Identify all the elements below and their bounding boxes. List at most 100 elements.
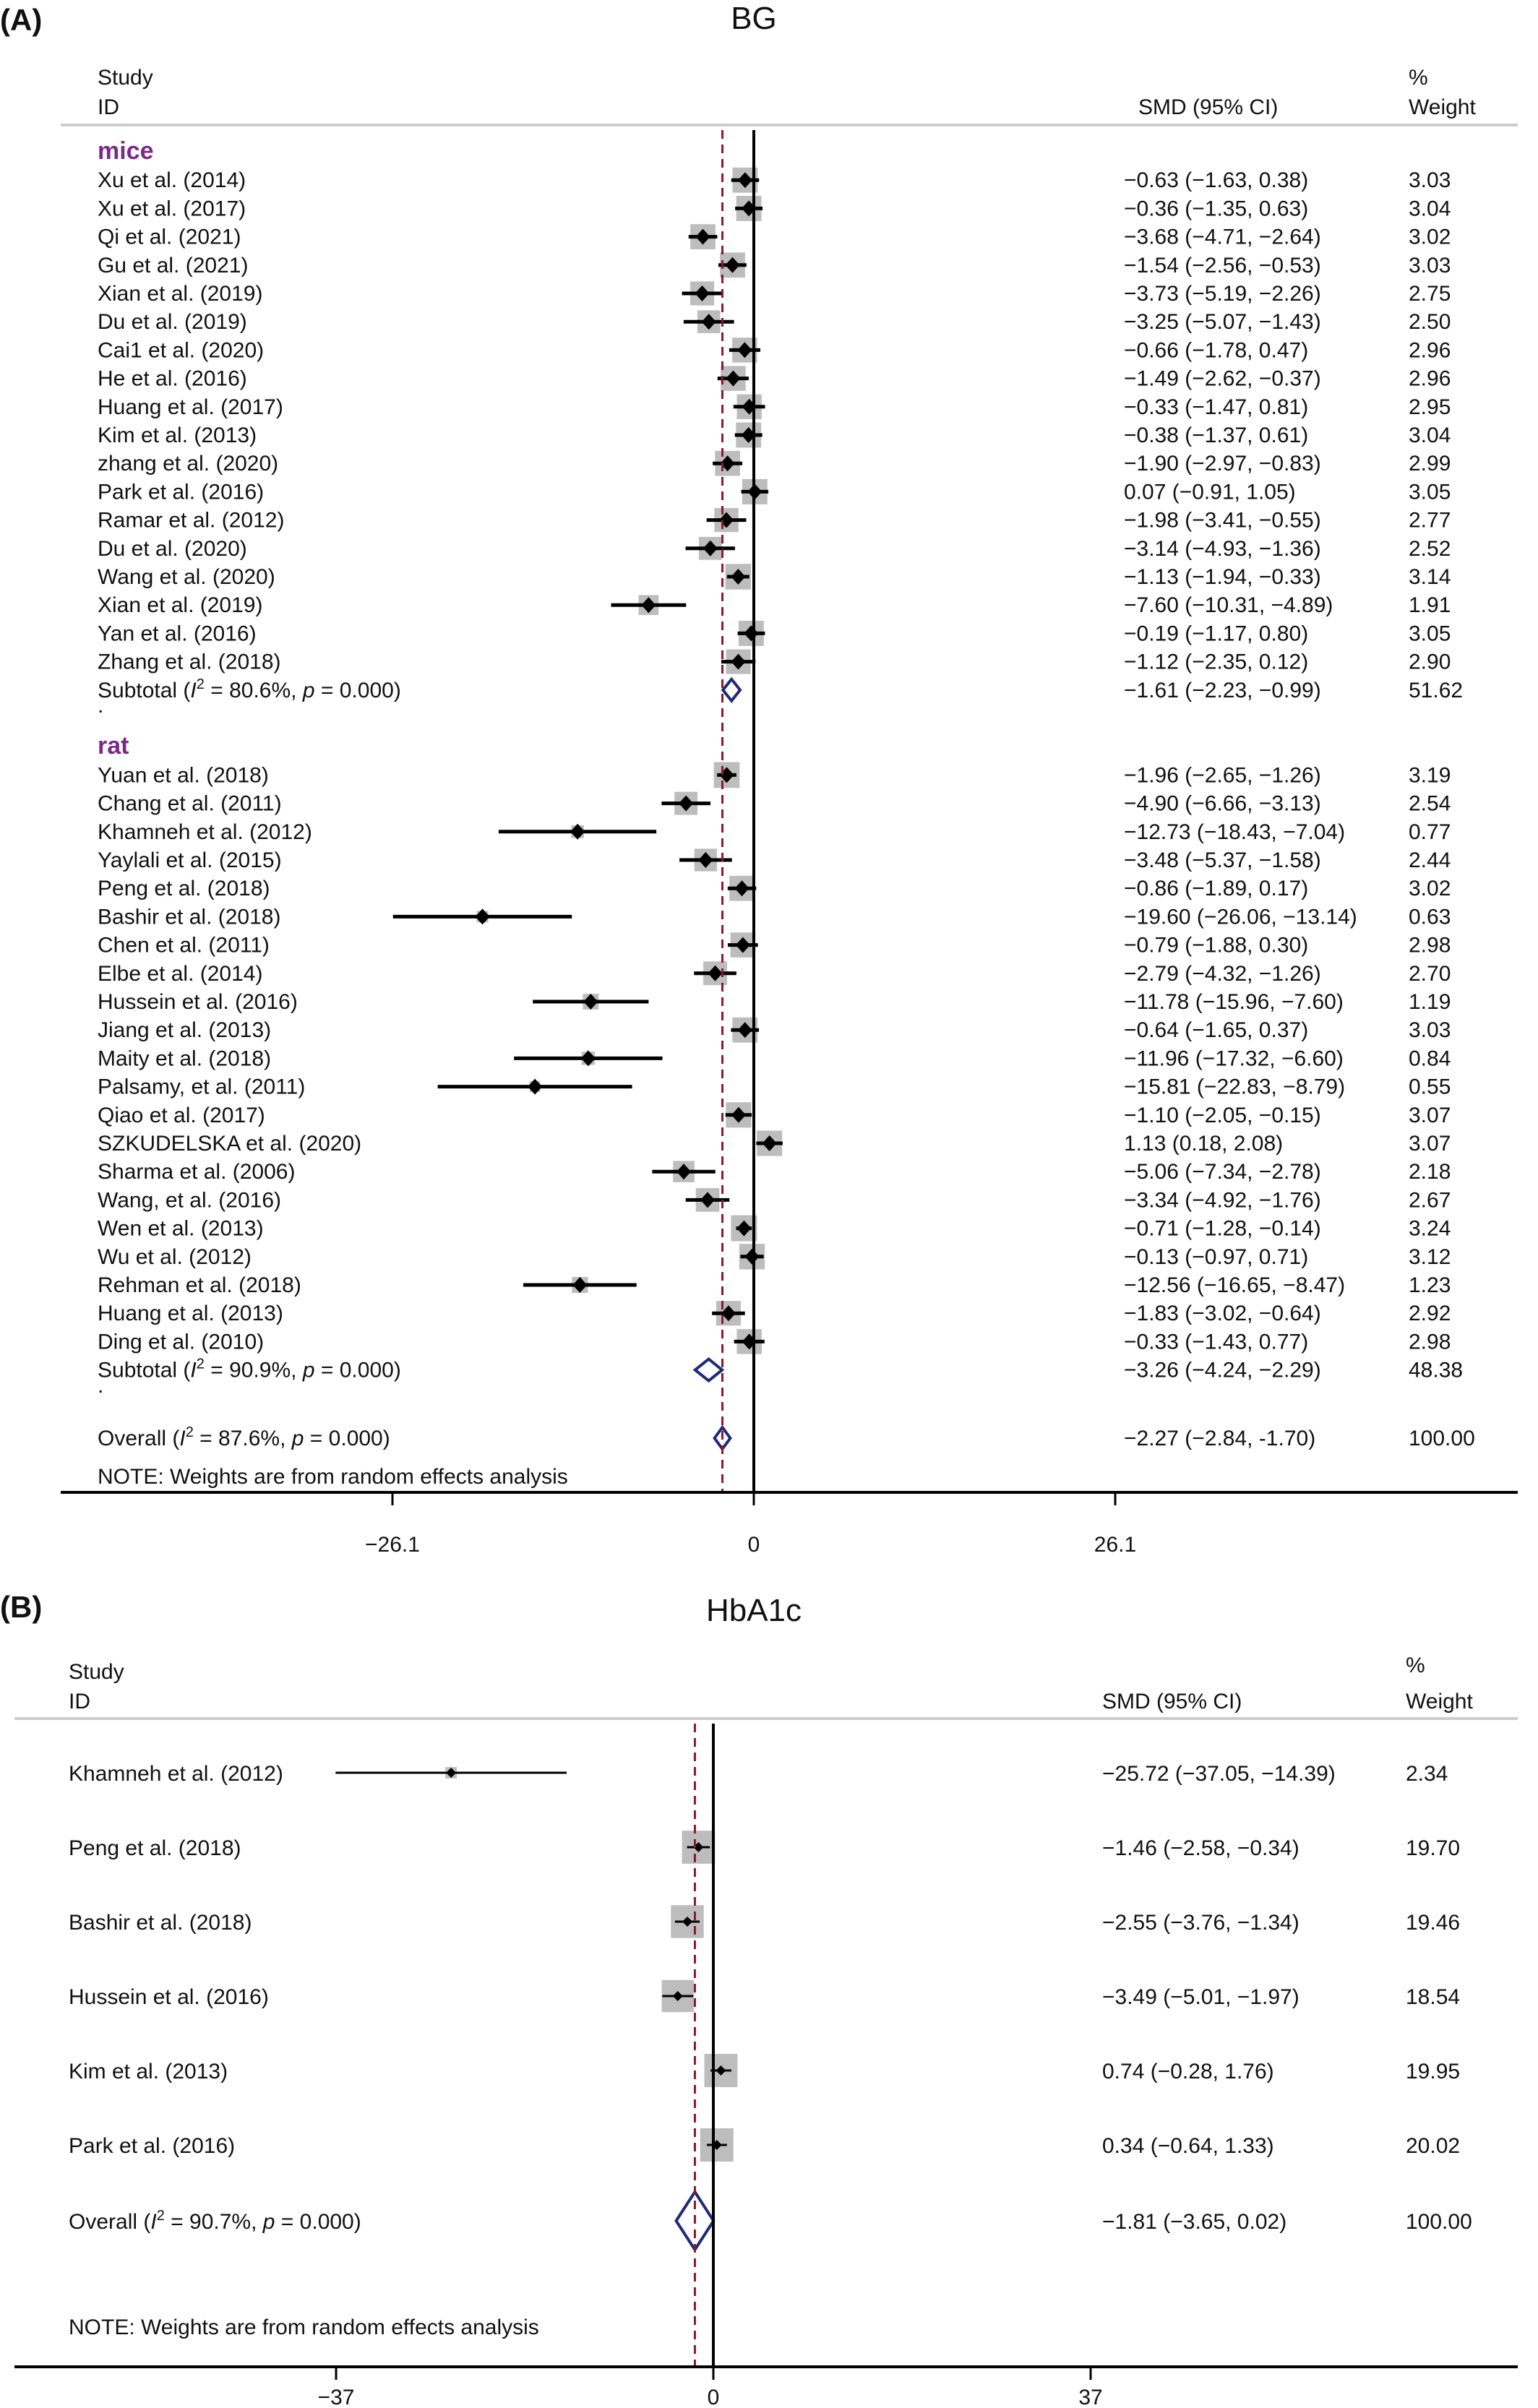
weight-text: 2.90 [1409,650,1451,674]
weight-text: 3.05 [1409,480,1451,504]
effect-text: 0.07 (−0.91, 1.05) [1124,480,1296,504]
study-label: Bashir et al. (2018) [69,1911,252,1935]
effect-text: −3.48 (−5.37, −1.58) [1124,848,1321,872]
weight-text: 3.24 [1409,1217,1451,1241]
panel-b-header-id: ID [69,1690,90,1713]
point-estimate [734,880,749,897]
overall-a: Overall (I2 = 87.6%, p = 0.000) [98,1424,390,1450]
overall-b: Overall (I2 = 90.7%, p = 0.000) [69,2208,361,2234]
weight-text: 3.02 [1409,225,1451,249]
study-label: Sharma et al. (2006) [98,1160,295,1184]
point-estimate [570,823,585,840]
x-tick-label: 26.1 [1094,1533,1136,1557]
weight-text: 3.03 [1409,254,1451,278]
effect-text: −0.36 (−1.35, 0.63) [1124,197,1308,220]
overall-a-i2: 87.6% [218,1427,280,1450]
effect-text: 0.74 (−0.28, 1.76) [1102,2060,1274,2084]
subtotal-rat: Subtotal (I2 = 90.9%, p = 0.000) [98,1356,401,1383]
point-estimate [703,540,718,556]
subtotal-diamond [692,1357,725,1383]
point-estimate [700,1192,716,1208]
point-estimate [741,427,756,443]
panel-a-header-study: Study [98,66,153,90]
study-label: Xian et al. (2019) [98,282,262,306]
study-label: Palsamy, et al. (2011) [98,1075,305,1099]
subtotal-effect-text: −3.26 (−4.24, −2.29) [1124,1359,1321,1383]
effect-text: −2.55 (−3.76, −1.34) [1102,1911,1299,1935]
weight-text: 3.02 [1409,877,1451,900]
panel-a-header-id: ID [98,95,119,119]
panel-b-label: (B) [0,1590,42,1624]
weight-text: 2.95 [1409,395,1451,419]
study-label: Ding et al. (2010) [98,1330,264,1354]
weight-text: 2.77 [1409,509,1451,533]
subtotal-rat-i2: 90.9% [229,1359,291,1383]
study-label: Qi et al. (2021) [98,225,241,249]
effect-text: −0.33 (−1.43, 0.77) [1124,1330,1308,1354]
effect-text: −1.98 (−3.41, −0.55) [1124,509,1321,533]
panel-b-header-weight: Weight [1406,1690,1473,1713]
point-estimate [737,1022,752,1039]
effect-text: −0.71 (−1.28, −0.14) [1124,1217,1321,1241]
study-label: Wang, et al. (2016) [98,1188,281,1212]
panel-a-plot: mice Xu et al. (2014) −0.63 (−1.63, 0.38) 3… [61,124,1518,1557]
study-label: Hussein et al. (2016) [69,1985,269,2009]
overall-effect-text: −2.27 (−2.84, -1.70) [1124,1427,1315,1450]
effect-text: −1.46 (−2.58, −0.34) [1102,1836,1299,1860]
effect-text: −0.79 (−1.88, 0.30) [1124,934,1308,958]
weight-text: 3.04 [1409,423,1451,447]
effect-text: −3.14 (−4.93, −1.36) [1124,537,1321,561]
weight-text: 2.44 [1409,848,1451,872]
weight-text: 1.23 [1409,1273,1451,1297]
study-label: Yan et al. (2016) [98,622,257,645]
weight-text: 2.18 [1409,1160,1451,1184]
weight-text: 3.04 [1409,197,1451,220]
study-label: Cai1 et al. (2020) [98,338,264,362]
panel-b-note: NOTE: Weights are from random effects an… [69,2315,539,2339]
study-label: Huang et al. (2013) [98,1302,283,1325]
point-estimate [475,908,490,925]
panel-b: (B) HbA1c Study ID SMD (95% CI) % Weight… [0,1590,1518,2408]
overall-effect-text: −1.81 (−3.65, 0.02) [1102,2210,1286,2234]
effect-text: −12.73 (−18.43, −7.04) [1124,820,1345,844]
point-estimate [708,965,723,981]
subtotal-rat-p: 0.000 [340,1359,394,1383]
study-label: SZKUDELSKA et al. (2020) [98,1132,361,1156]
panel-b-header-study: Study [69,1660,124,1684]
spacer-dot: . [98,1374,103,1398]
point-estimate [737,342,752,358]
weight-text: 2.34 [1406,1762,1448,1786]
overall-weight-text: 100.00 [1409,1427,1475,1450]
weight-text: 0.77 [1409,820,1451,844]
overall-b-p: 0.000 [300,2210,354,2234]
point-estimate [716,2065,726,2076]
panel-b-header-pct: % [1406,1654,1425,1677]
study-label: Park et al. (2016) [98,480,264,504]
point-estimate [735,937,750,953]
point-estimate [736,1220,752,1237]
study-label: Zhang et al. (2018) [98,650,281,674]
panel-a-title: BG [731,1,777,36]
study-label: Yaylali et al. (2015) [98,848,282,872]
weight-text: 2.99 [1409,452,1451,476]
effect-text: −25.72 (−37.05, −14.39) [1102,1762,1336,1786]
point-estimate [580,1050,596,1067]
weight-text: 2.70 [1409,962,1451,986]
subtotal-weight-text: 48.38 [1409,1359,1463,1383]
effect-text: −11.78 (−15.96, −7.60) [1124,990,1344,1014]
study-label: Yuan et al. (2018) [98,763,269,787]
overall-b-label: Overall [69,2210,137,2234]
weight-text: 2.98 [1409,934,1451,958]
weight-text: 18.54 [1406,1985,1460,2009]
study-label: Huang et al. (2017) [98,395,283,419]
study-label: Maity et al. (2018) [98,1046,271,1070]
weight-text: 3.07 [1409,1104,1451,1127]
effect-text: −0.66 (−1.78, 0.47) [1124,338,1308,362]
effect-text: −3.25 (−5.07, −1.43) [1124,310,1321,334]
point-estimate [446,1768,457,1778]
effect-text: −1.54 (−2.56, −0.53) [1124,254,1321,278]
subtotal-diamond [721,676,742,704]
study-label: Du et al. (2019) [98,310,247,334]
effect-text: −0.86 (−1.89, 0.17) [1124,877,1308,900]
weight-text: 2.96 [1409,338,1451,362]
